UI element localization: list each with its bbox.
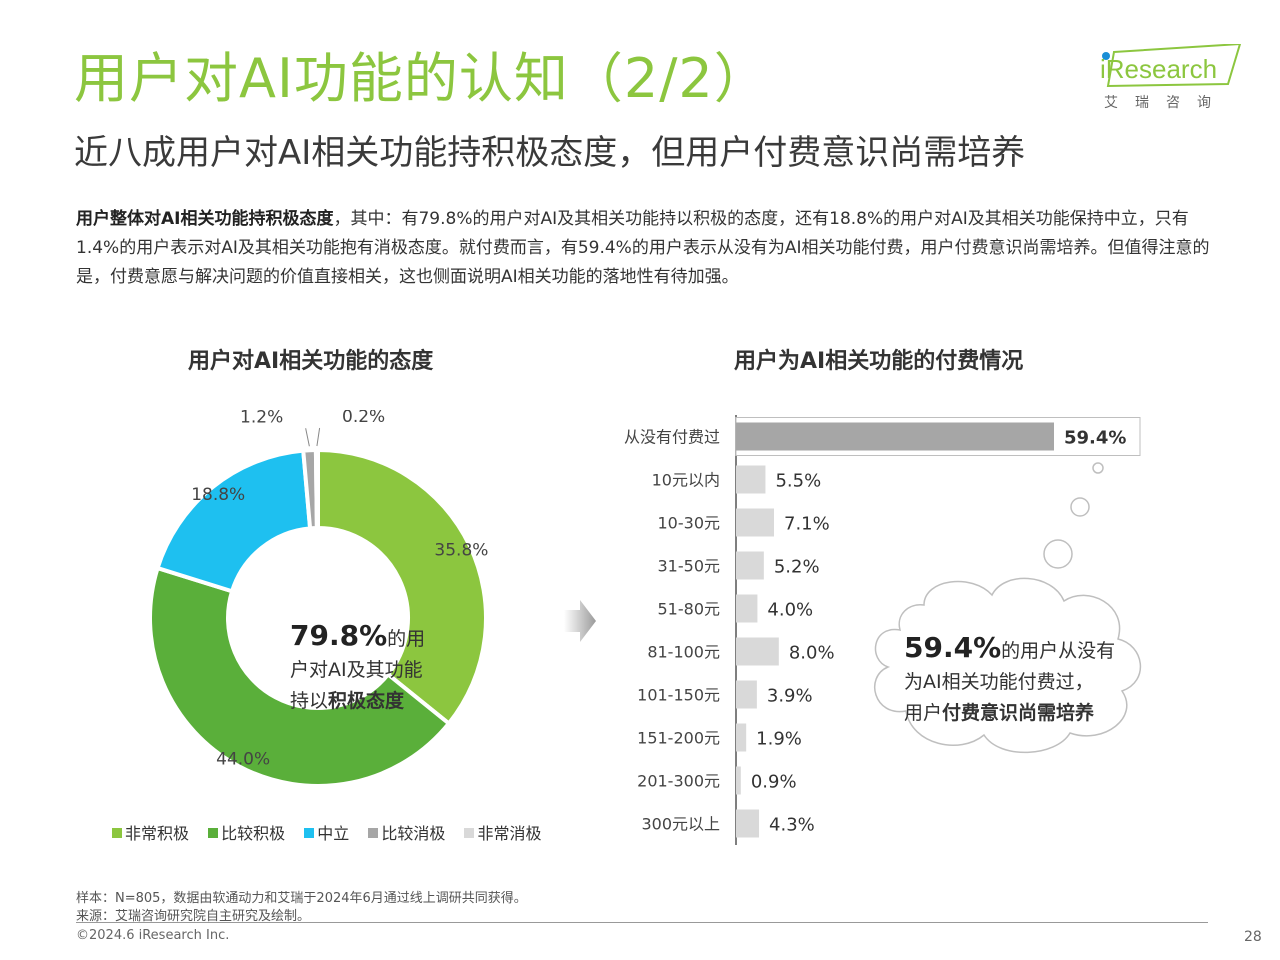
bar-chart: 从没有付费过 59.4% 10元以内 5.5% 10-30元 7.1% 31-50元 5.2%… xyxy=(624,415,1141,845)
bar-value-label: 3.9% xyxy=(767,686,813,707)
donut-chart: 35.8% 44.0% 18.8% 1.2% 0.2% xyxy=(148,410,488,788)
bar-9 xyxy=(736,809,760,838)
donut-chart-title: 用户对AI相关功能的态度 xyxy=(188,349,434,374)
legend-item-negative: 比较消极 xyxy=(368,820,445,844)
thought-cloud-icon xyxy=(874,462,1141,754)
iresearch-logo: iResearch 艾瑞咨询 xyxy=(1100,44,1245,116)
legend-label: 非常积极 xyxy=(125,824,190,843)
cloud-line3-plain: 用户 xyxy=(904,702,943,724)
summary-bold-lead: 用户整体对AI相关功能持积极态度 xyxy=(76,209,334,229)
donut-slice-label: 1.2% xyxy=(240,410,283,427)
legend-label: 比较积极 xyxy=(221,824,286,843)
donut-slice-label: 18.8% xyxy=(191,485,245,505)
footer-sample: 样本：N=805，数据由软通动力和艾瑞于2024年6月通过线上调研共同获得。 xyxy=(76,891,527,906)
donut-slice-label: 35.8% xyxy=(434,540,488,560)
legend-swatch xyxy=(304,828,315,838)
bar-category-label: 51-80元 xyxy=(658,600,721,619)
footer-copyright: ©2024.6 iResearch Inc. xyxy=(76,928,230,943)
bar-category-label: 101-150元 xyxy=(637,686,720,705)
legend-item-very-positive: 非常积极 xyxy=(112,820,189,844)
bar-value-label: 4.0% xyxy=(767,600,813,621)
bar-value-label: 1.9% xyxy=(756,729,802,750)
legend-swatch xyxy=(112,828,122,838)
donut-center-annotation: 79.8%的用 户对AI及其功能 持以积极态度 xyxy=(290,620,450,717)
donut-slice-4 xyxy=(313,447,320,531)
bar-category-label: 151-200元 xyxy=(637,729,720,748)
legend-label: 中立 xyxy=(317,824,350,843)
donut-leader-line xyxy=(305,428,310,447)
cloud-annotation: 59.4%的用户从没有 为AI相关功能付费过， 用户付费意识尚需培养 xyxy=(904,632,1134,729)
bar-value-label: 4.3% xyxy=(769,815,815,836)
bar-8 xyxy=(736,766,741,795)
legend-item-positive: 比较积极 xyxy=(208,820,285,844)
page-title: 用户对AI功能的认知（2/2） xyxy=(74,47,769,110)
page-subtitle: 近八成用户对AI相关功能持积极态度，但用户付费意识尚需培养 xyxy=(74,133,1026,173)
bar-7 xyxy=(736,723,747,752)
donut-leader-line xyxy=(316,427,321,447)
bar-4 xyxy=(736,594,758,623)
donut-center-line3-plain: 持以 xyxy=(290,690,329,712)
cloud-line3-bold: 付费意识尚需培养 xyxy=(942,702,1095,724)
bar-value-label: 5.5% xyxy=(775,471,821,492)
bar-value-label: 59.4% xyxy=(1064,428,1126,449)
legend-swatch xyxy=(464,828,475,838)
bar-category-label: 201-300元 xyxy=(637,772,720,791)
bar-value-label: 7.1% xyxy=(784,514,830,535)
logo-banner-icon xyxy=(1102,44,1242,88)
legend-label: 非常消极 xyxy=(477,824,542,843)
bar-category-label: 从没有付费过 xyxy=(624,428,720,447)
arrow-right-icon xyxy=(564,600,596,642)
donut-slice-1 xyxy=(148,565,452,788)
bar-category-label: 10元以内 xyxy=(652,471,720,490)
donut-center-line2: 户对AI及其功能 xyxy=(290,659,423,681)
footer-divider xyxy=(76,922,1208,923)
page-number: 28 xyxy=(1244,929,1262,945)
bar-category-label: 31-50元 xyxy=(658,557,721,576)
bar-category-label: 300元以上 xyxy=(641,815,720,834)
donut-slice-0 xyxy=(316,447,488,727)
legend-swatch xyxy=(368,828,379,838)
bar-0 xyxy=(736,422,1054,451)
donut-center-line3-bold: 积极态度 xyxy=(328,690,405,712)
bar-5 xyxy=(736,637,779,666)
donut-slice-label: 44.0% xyxy=(216,749,270,769)
bar-category-label: 10-30元 xyxy=(658,514,721,533)
donut-slice-2 xyxy=(155,448,313,594)
cloud-line2: 为AI相关功能付费过， xyxy=(904,671,1094,693)
summary-text: ，其中：有79.8%的用户对AI及其相关功能持以积极的态度，还有18.8%的用户… xyxy=(76,209,1210,287)
bar-2 xyxy=(736,508,775,537)
donut-center-big: 79.8% xyxy=(290,619,388,652)
donut-legend: 非常积极 比较积极 中立 比较消极 非常消极 xyxy=(112,820,555,844)
bar-6 xyxy=(736,680,757,709)
bar-3 xyxy=(736,551,764,580)
donut-center-line1: 的用 xyxy=(387,628,426,650)
legend-item-very-negative: 非常消极 xyxy=(464,820,541,844)
bar-value-label: 5.2% xyxy=(774,557,820,578)
summary-paragraph: 用户整体对AI相关功能持积极态度，其中：有79.8%的用户对AI及其相关功能持以… xyxy=(76,205,1216,292)
bar-value-label: 8.0% xyxy=(789,643,835,664)
legend-swatch xyxy=(208,828,219,838)
donut-slice-label: 0.2% xyxy=(342,410,385,427)
cloud-line1: 的用户从没有 xyxy=(1001,640,1116,662)
logo-text: iResearch xyxy=(1100,54,1218,84)
cloud-big: 59.4% xyxy=(904,631,1002,664)
bar-1 xyxy=(736,465,766,494)
bar-category-label: 81-100元 xyxy=(647,643,720,662)
footer-source: 来源：艾瑞咨询研究院自主研究及绘制。 xyxy=(76,909,311,924)
legend-item-neutral: 中立 xyxy=(304,820,349,844)
legend-label: 比较消极 xyxy=(381,824,446,843)
bar-chart-title: 用户为AI相关功能的付费情况 xyxy=(734,349,1024,374)
bar-value-label: 0.9% xyxy=(751,772,797,793)
logo-cn-text: 艾瑞咨询 xyxy=(1104,95,1228,111)
